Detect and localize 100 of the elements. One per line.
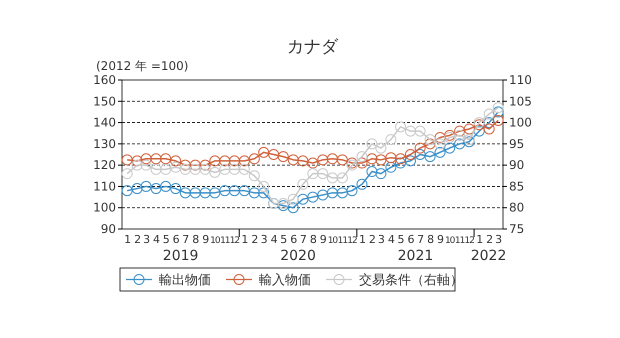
point [248,170,260,182]
point [288,194,299,205]
point [228,164,240,175]
x-tick-label: 3 [260,233,268,246]
point [228,185,240,196]
point [474,126,485,137]
x-tick-label: 10 [444,236,456,246]
x-tick-label: 12 [464,236,474,246]
point [122,154,133,166]
x-tick-label: 4 [388,233,395,246]
point [140,160,152,171]
x-tick-label: 8 [310,233,317,246]
x-tick-label: 11 [220,236,230,246]
x-tick-label: 8 [427,233,434,246]
point [414,142,426,154]
point [385,162,396,173]
point [238,155,250,166]
point [209,187,220,198]
x-tick-label: 7 [182,233,190,246]
x-tick-label: 8 [192,233,200,246]
point [219,155,230,166]
point [434,146,446,158]
y-tick-label: 140 [93,116,116,130]
point [190,160,201,171]
x-tick-label: 9 [437,233,444,246]
x-tick-label: 3 [378,233,385,246]
point [454,138,466,150]
point [122,185,133,196]
chart-title: カナダ [287,37,339,57]
point [238,185,250,196]
x-tick-label: 12 [347,236,358,246]
point [484,108,495,120]
point [424,134,436,146]
point [454,130,466,141]
y-tick-label: 130 [93,136,116,151]
point [356,158,368,169]
text: 2021 [398,248,434,264]
point [278,151,289,162]
y-tick-label: 110 [93,179,116,194]
point [492,106,504,118]
point [200,164,211,175]
x-tick-label: 4 [270,233,278,246]
x-tick-label: 11 [454,236,465,246]
text: 2020 [280,248,316,264]
point [219,185,230,196]
point [395,158,406,169]
point [414,149,426,160]
point [132,160,143,171]
point [140,153,152,164]
point [404,155,416,166]
point [160,153,172,164]
point [209,155,220,166]
x-tick-label: 6 [290,233,298,246]
x-tick-label: 5 [398,233,405,246]
x-tick-label: 1 [476,233,482,246]
point [238,164,250,175]
point [228,155,240,166]
point [200,187,211,198]
x-tick-label: 1 [358,233,365,246]
y-tick-label: 90 [100,222,116,236]
x-tick-label: 6 [172,233,180,246]
x-tick-label: 2 [251,233,258,246]
y2-tick-label: 95 [509,136,524,151]
x-tick-label: 10 [210,236,221,246]
x-tick-label: 1 [124,233,130,246]
y-tick-label: 160 [93,73,116,87]
legend-label: 交易条件（右軸） [359,272,463,288]
y2-tick-label: 85 [509,179,524,194]
point [375,142,386,154]
point [492,102,504,114]
x-tick-label: 5 [162,233,170,246]
y2-tick-label: 105 [509,94,532,108]
point [326,187,338,198]
text: 2019 [162,248,198,264]
point [132,183,143,194]
x-tick-label: 4 [153,233,160,246]
point [180,160,191,171]
point [150,153,162,164]
point [336,172,348,184]
point [317,168,328,180]
y-tick-label: 120 [93,158,116,172]
x-tick-label: 10 [328,236,338,246]
point [375,168,386,180]
point [424,138,436,150]
x-tick-label: 1 [241,233,248,246]
point [180,164,191,175]
y2-tick-label: 110 [509,73,532,87]
point [307,158,318,169]
point [454,126,466,137]
point [317,189,328,200]
point [150,183,162,194]
point [150,164,162,175]
point [288,202,299,214]
y-axis-title: (2012 年 =100) [96,59,188,73]
point [366,138,378,150]
point [190,164,201,175]
point [385,134,396,146]
y2-tick-label: 75 [509,222,524,236]
y2-tick-label: 90 [509,158,524,172]
point [258,146,270,158]
